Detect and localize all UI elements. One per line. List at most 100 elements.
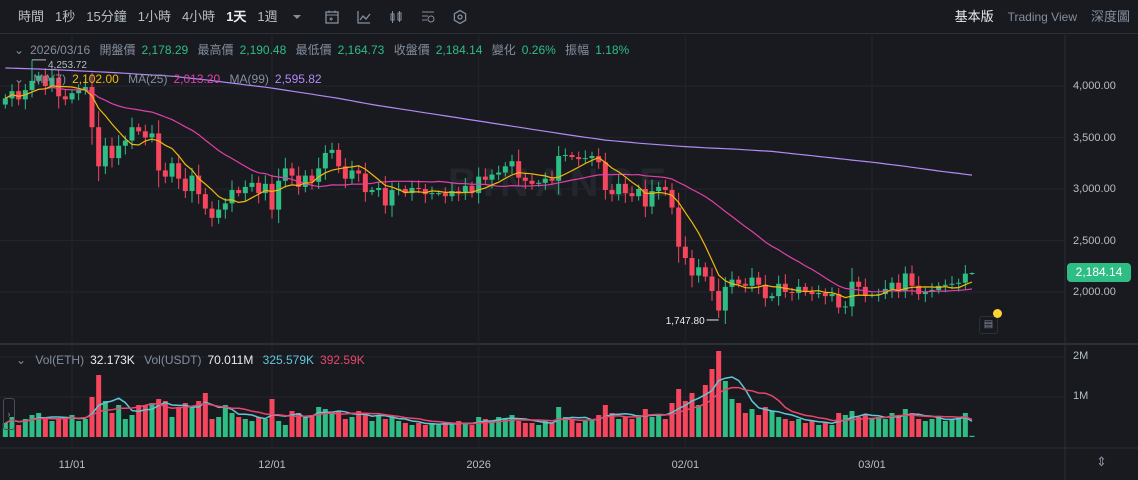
amplitude-label: 振幅 <box>565 43 590 57</box>
volume-bar <box>282 425 288 437</box>
view-basic[interactable]: 基本版 <box>954 8 994 24</box>
interval-1d[interactable]: 1天 <box>226 8 247 24</box>
interval-1s[interactable]: 1秒 <box>55 8 76 24</box>
volume-bar <box>16 425 22 437</box>
interval-4h[interactable]: 4小時 <box>181 8 216 24</box>
volume-bar <box>269 399 275 437</box>
volume-bar <box>836 413 842 437</box>
volume-bar <box>122 419 128 437</box>
candle-body <box>636 189 642 197</box>
collapse-chevron-icon[interactable]: ⌄ <box>16 353 27 367</box>
candle-body <box>536 182 542 184</box>
interval-15m[interactable]: 15分鐘 <box>86 8 127 24</box>
candle-body <box>949 283 955 285</box>
price-tick-label: 3,000.00 <box>1073 183 1116 195</box>
candle-body <box>802 286 808 292</box>
candle-body <box>456 191 462 194</box>
expand-panel-handle[interactable]: › <box>3 398 15 430</box>
volume-bar <box>2 423 8 437</box>
candlestick-icon[interactable] <box>388 9 404 25</box>
volume-bar <box>496 417 502 437</box>
volume-bar <box>82 419 88 437</box>
ma99-value: 2,595.82 <box>274 72 322 86</box>
candle-body <box>362 173 368 193</box>
candle-body <box>316 168 322 182</box>
candle-body <box>169 163 175 177</box>
volume-bar <box>476 417 482 437</box>
auto-scale-icon[interactable]: ⇕ <box>1096 454 1107 469</box>
candle-body <box>749 277 755 286</box>
volume-bar <box>22 419 28 437</box>
candle-body <box>849 281 855 307</box>
high-label: 最高價 <box>197 43 234 57</box>
toolbar-icon-group <box>324 9 468 25</box>
interval-group: 時間 1秒 15分鐘 1小時 4小時 1天 1週 <box>18 0 468 33</box>
chart-toolbar: 時間 1秒 15分鐘 1小時 4小時 1天 1週 基本版 Trading Vie… <box>0 0 1138 34</box>
interval-1w[interactable]: 1週 <box>257 8 278 24</box>
interval-time[interactable]: 時間 <box>18 8 45 24</box>
candle-body <box>916 285 922 295</box>
candle-body <box>496 172 502 175</box>
candle-body <box>202 194 208 209</box>
low-label: 最低價 <box>295 43 332 57</box>
candle-body <box>502 166 508 173</box>
candle-body <box>256 182 262 194</box>
close-label: 收盤價 <box>393 43 430 57</box>
candle-body <box>822 293 828 297</box>
candle-body <box>376 187 382 191</box>
candle-body <box>956 282 962 284</box>
collapse-chevron-icon[interactable]: ⌄ <box>14 72 25 86</box>
settings-icon[interactable] <box>452 9 468 25</box>
candle-body <box>276 180 282 210</box>
volume-bar <box>302 417 308 437</box>
candle-body <box>189 175 195 192</box>
volume-tick-label: 2M <box>1073 350 1089 362</box>
line-chart-icon[interactable] <box>356 9 372 25</box>
candle-body <box>462 185 468 194</box>
ma25-value: 2,013.20 <box>173 72 221 86</box>
candle-body <box>342 166 348 179</box>
ma7-label: MA(7) <box>33 72 67 86</box>
volume-bar <box>389 417 395 437</box>
candle-body <box>89 87 95 128</box>
news-icon[interactable]: ▤ <box>979 316 998 334</box>
ma-info-row: ⌄ MA(7) 2,102.00 MA(25) 2,013.20 MA(99) 2,5… <box>14 72 328 86</box>
change-label: 變化 <box>491 43 516 57</box>
volume-bar <box>656 415 662 437</box>
chevron-down-icon[interactable] <box>289 9 305 25</box>
view-depth[interactable]: 深度圖 <box>1090 8 1130 24</box>
candle-body <box>136 127 142 132</box>
candle-body <box>156 133 162 171</box>
volume-bar <box>156 399 162 437</box>
change-value: 0.26% <box>521 43 556 57</box>
interval-1h[interactable]: 1小時 <box>137 8 171 24</box>
candle-body <box>562 155 568 157</box>
volume-bar <box>709 369 715 437</box>
volume-bar <box>789 421 795 437</box>
grid: 11/01 12/01 2026 02/01 03/01 <box>0 35 1138 480</box>
volume-bar <box>722 381 728 437</box>
volume-ma-b-line <box>4 386 973 425</box>
view-tradingview[interactable]: Trading View <box>1007 9 1077 24</box>
volume-bars <box>2 351 975 437</box>
volume-bar <box>42 417 48 437</box>
indicator-settings-icon[interactable] <box>420 9 436 25</box>
volume-bar <box>869 419 875 437</box>
volume-bar <box>956 417 962 437</box>
volume-bar <box>56 419 62 437</box>
volume-bar <box>736 403 742 437</box>
collapse-chevron-icon[interactable]: ⌄ <box>14 43 25 57</box>
candle-body <box>96 127 102 167</box>
volume-bar <box>929 419 935 437</box>
volume-bar <box>62 417 68 437</box>
volume-bar <box>662 419 668 437</box>
calendar-icon[interactable] <box>324 9 340 25</box>
volume-bar <box>256 417 262 437</box>
candle-body <box>689 258 695 276</box>
volume-bar <box>489 421 495 437</box>
volume-bar <box>749 409 755 437</box>
candle-body <box>336 149 342 167</box>
candle-body <box>602 162 608 191</box>
ma7-value: 2,102.00 <box>72 72 119 86</box>
